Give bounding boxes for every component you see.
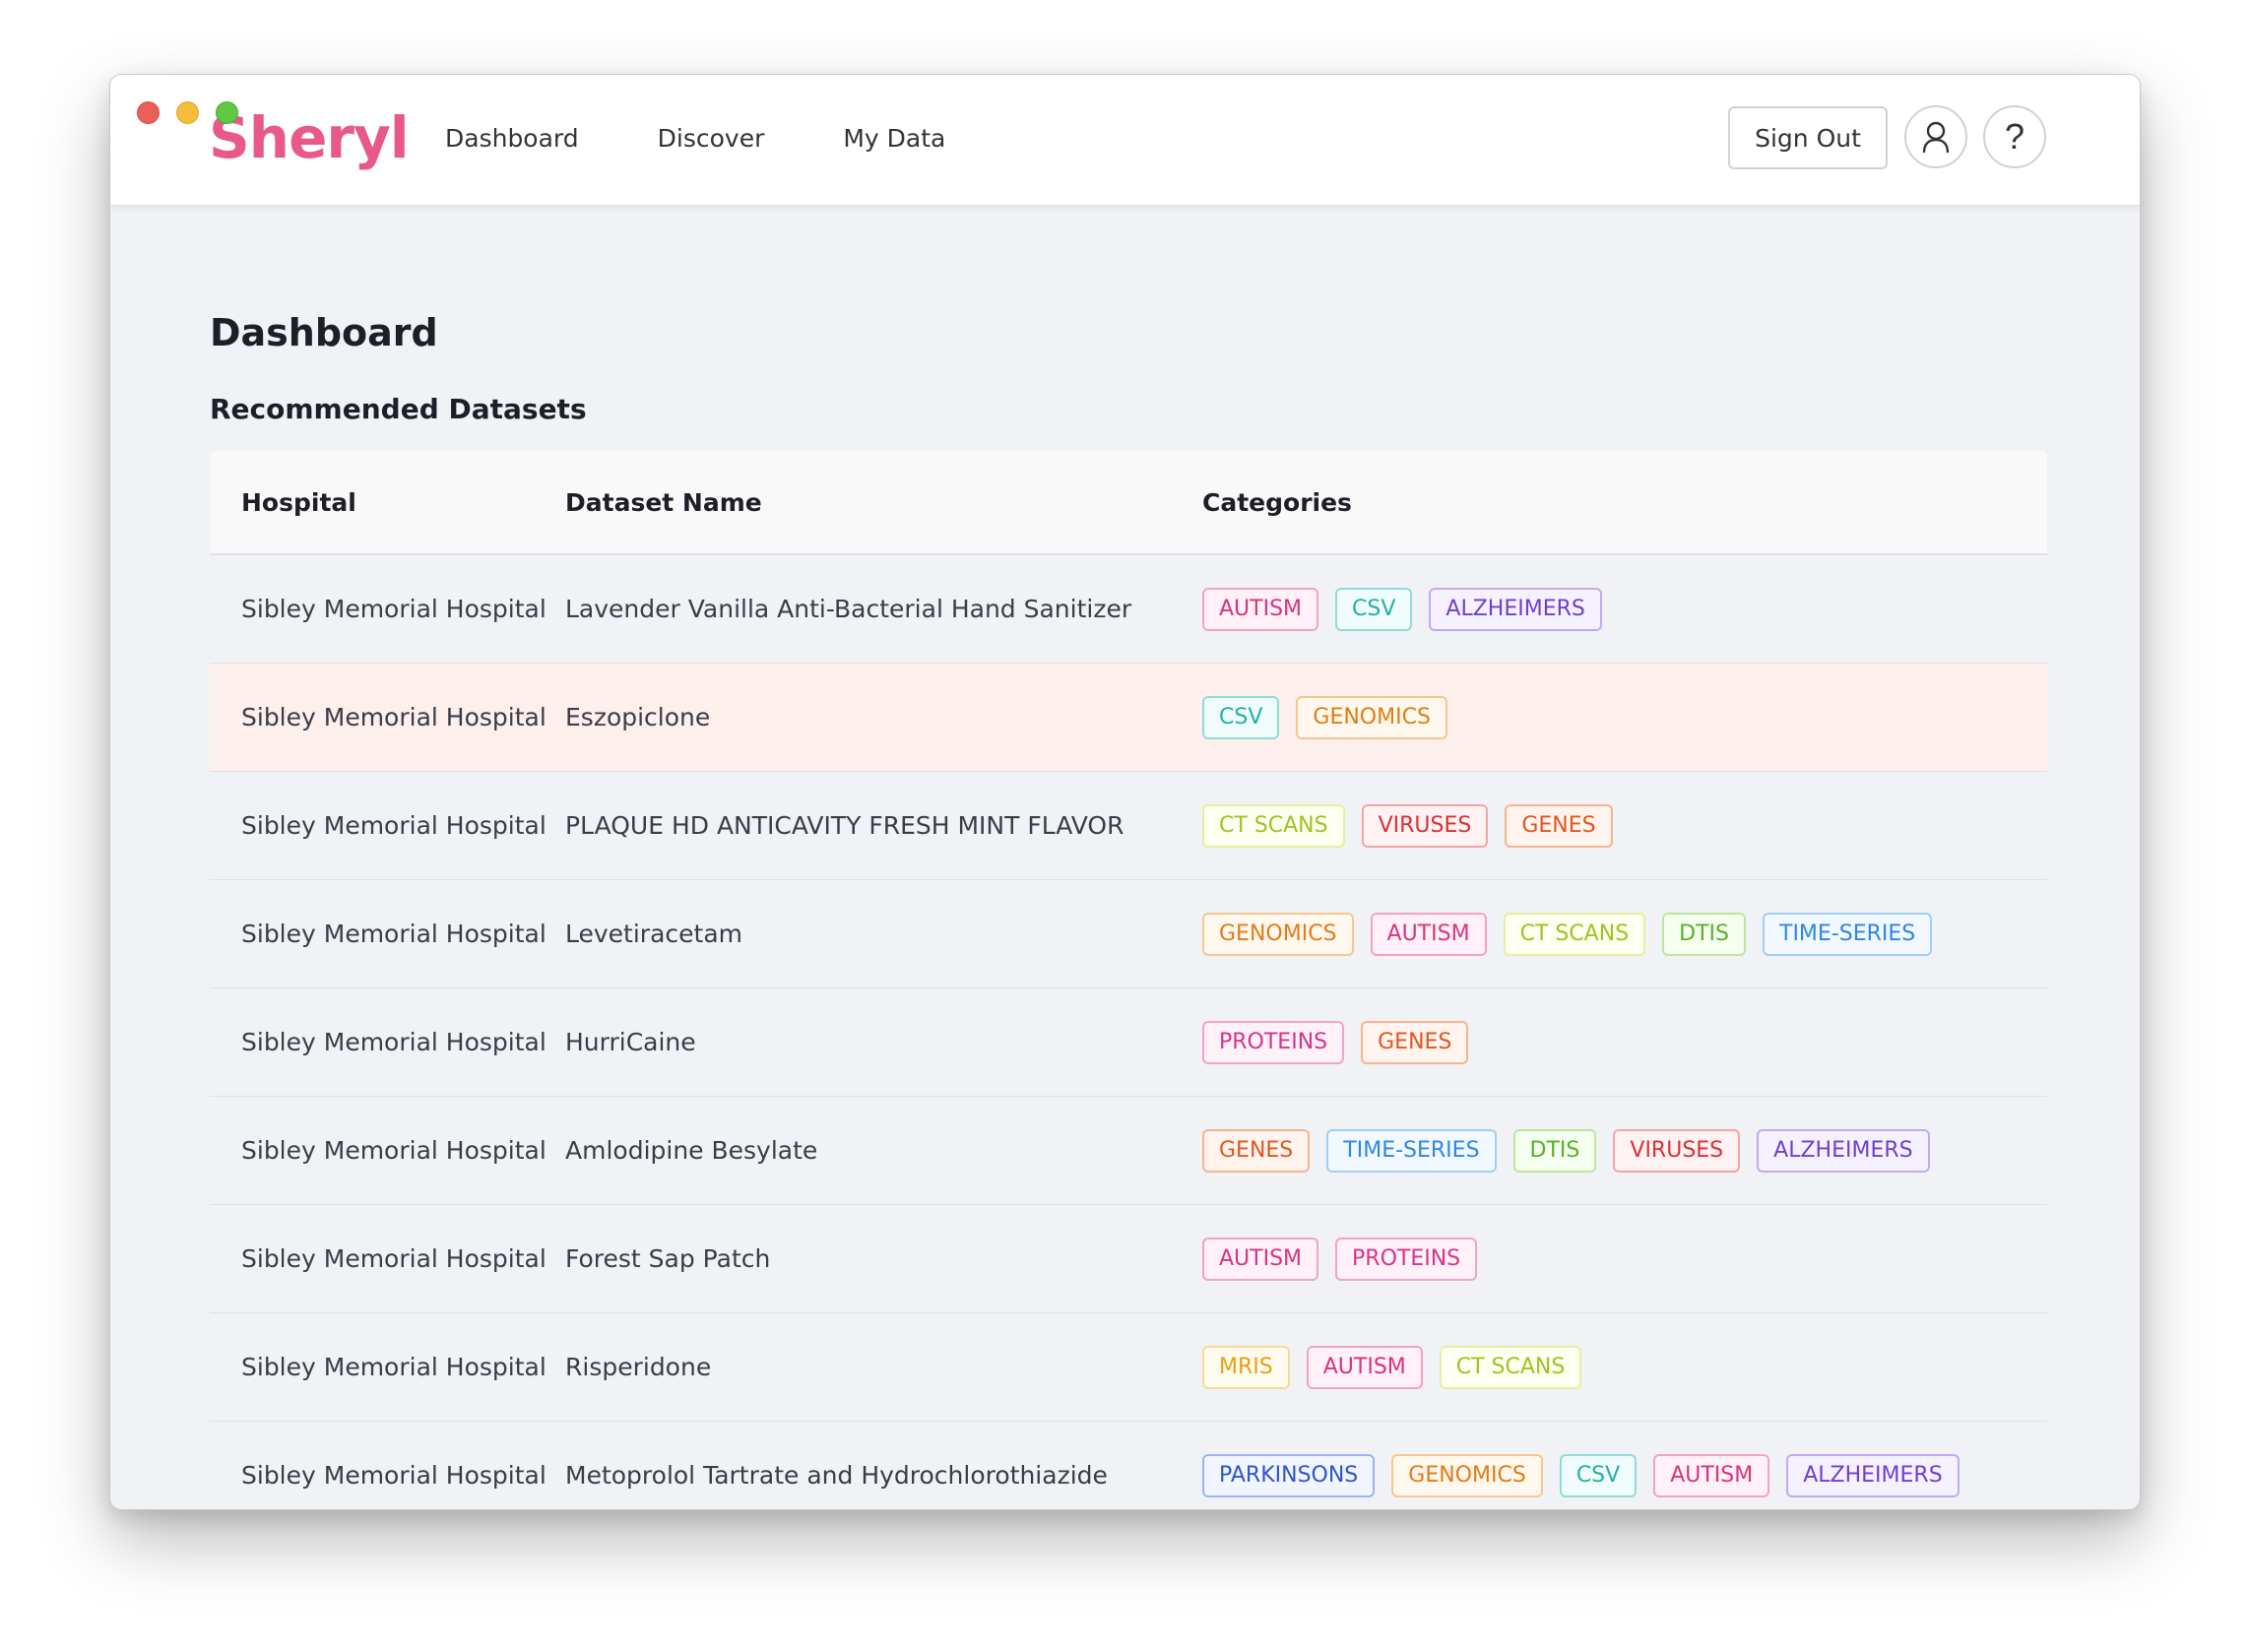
table-row[interactable]: Sibley Memorial Hospital Levetiracetam GEN… (210, 880, 2047, 988)
cell-categories: PARKINSONS GENOMICS CSV AUTISM ALZHEIMERS (1202, 1453, 2047, 1497)
category-tag[interactable]: AUTISM (1202, 1237, 1319, 1281)
sign-out-button[interactable]: Sign Out (1728, 106, 1888, 169)
cell-categories: GENOMICS AUTISM CT SCANS DTIS TIME-SERIES (1202, 912, 2047, 956)
category-tag[interactable]: AUTISM (1202, 587, 1319, 631)
top-navigation-bar: Sheryl Dashboard Discover My Data Sign O… (110, 75, 2140, 206)
cell-dataset-name[interactable]: Metoprolol Tartrate and Hydrochlorothiaz… (565, 1461, 1108, 1490)
table-row[interactable]: Sibley Memorial Hospital Amlodipine Besyl… (210, 1097, 2047, 1205)
category-tag[interactable]: GENOMICS (1391, 1453, 1543, 1497)
section-title: Recommended Datasets (210, 393, 587, 425)
cell-categories: CSV GENOMICS (1202, 695, 2047, 739)
cell-dataset-name[interactable]: Amlodipine Besylate (565, 1136, 818, 1165)
cell-hospital: Sibley Memorial Hospital (241, 703, 546, 731)
table-row[interactable]: Sibley Memorial Hospital Lavender Vanilla… (210, 555, 2047, 664)
help-icon: ? (2004, 116, 2025, 157)
table-row[interactable]: Sibley Memorial Hospital Eszopiclone CSV GE… (210, 664, 2047, 772)
cell-hospital: Sibley Memorial Hospital (241, 920, 546, 948)
table-row[interactable]: Sibley Memorial Hospital HurriCaine PROTEI… (210, 988, 2047, 1097)
cell-dataset-name[interactable]: Eszopiclone (565, 703, 711, 731)
page-title: Dashboard (210, 311, 438, 354)
category-tag[interactable]: VIRUSES (1613, 1128, 1741, 1173)
table-row[interactable]: Sibley Memorial Hospital PLAQUE HD ANTICA… (210, 772, 2047, 880)
cell-dataset-name[interactable]: Lavender Vanilla Anti-Bacterial Hand San… (565, 595, 1132, 623)
cell-dataset-name[interactable]: Forest Sap Patch (565, 1244, 771, 1273)
category-tag[interactable]: PROTEINS (1335, 1237, 1478, 1281)
category-tag[interactable]: CSV (1559, 1453, 1638, 1497)
category-tag[interactable]: DTIS (1512, 1128, 1597, 1173)
table-row[interactable]: Sibley Memorial Hospital Risperidone MRIS A… (210, 1313, 2047, 1422)
category-tag[interactable]: GENOMICS (1202, 912, 1354, 956)
category-tag[interactable]: GENES (1361, 1020, 1469, 1064)
main-nav: Dashboard Discover My Data (445, 124, 1024, 153)
app-logo[interactable]: Sheryl (209, 104, 410, 171)
category-tag[interactable]: DTIS (1662, 912, 1746, 956)
cell-categories: MRIS AUTISM CT SCANS (1202, 1345, 2047, 1389)
cell-hospital: Sibley Memorial Hospital (241, 595, 546, 623)
category-tag[interactable]: GENES (1505, 803, 1613, 848)
column-header-dataset-name: Dataset Name (565, 487, 762, 517)
table-row[interactable]: Sibley Memorial Hospital Metoprolol Tartr… (210, 1422, 2047, 1509)
user-profile-button[interactable] (1904, 105, 1967, 168)
cell-categories: GENES TIME-SERIES DTIS VIRUSES ALZHEIMERS (1202, 1128, 2047, 1173)
cell-dataset-name[interactable]: PLAQUE HD ANTICAVITY FRESH MINT FLAVOR (565, 811, 1124, 840)
cell-hospital: Sibley Memorial Hospital (241, 1461, 546, 1490)
column-header-categories: Categories (1202, 487, 1352, 517)
cell-categories: PROTEINS GENES (1202, 1020, 2047, 1064)
help-button[interactable]: ? (1983, 105, 2046, 168)
nav-discover[interactable]: Discover (657, 124, 765, 153)
category-tag[interactable]: AUTISM (1306, 1345, 1423, 1389)
category-tag[interactable]: AUTISM (1370, 912, 1487, 956)
category-tag[interactable]: AUTISM (1653, 1453, 1770, 1497)
category-tag[interactable]: CT SCANS (1439, 1345, 1582, 1389)
cell-categories: AUTISM PROTEINS (1202, 1237, 2047, 1281)
category-tag[interactable]: CT SCANS (1503, 912, 1646, 956)
cell-dataset-name[interactable]: Levetiracetam (565, 920, 742, 948)
column-header-hospital: Hospital (241, 487, 356, 517)
app-window: Sheryl Dashboard Discover My Data Sign O… (109, 74, 2141, 1510)
cell-hospital: Sibley Memorial Hospital (241, 1028, 546, 1056)
table-header: Hospital Dataset Name Categories (210, 451, 2047, 555)
category-tag[interactable]: PARKINSONS (1202, 1453, 1376, 1497)
user-icon (1922, 121, 1950, 154)
cell-hospital: Sibley Memorial Hospital (241, 1136, 546, 1165)
close-window-button[interactable] (137, 101, 160, 124)
window-controls (137, 101, 238, 124)
category-tag[interactable]: ALZHEIMERS (1429, 587, 1602, 631)
category-tag[interactable]: CSV (1335, 587, 1413, 631)
table-row[interactable]: Sibley Memorial Hospital Forest Sap Patch… (210, 1205, 2047, 1313)
category-tag[interactable]: VIRUSES (1361, 803, 1489, 848)
recommended-datasets-table: Hospital Dataset Name Categories Sibley … (210, 451, 2047, 1509)
category-tag[interactable]: PROTEINS (1202, 1020, 1345, 1064)
category-tag[interactable]: CT SCANS (1202, 803, 1345, 848)
category-tag[interactable]: GENES (1202, 1128, 1311, 1173)
cell-hospital: Sibley Memorial Hospital (241, 1353, 546, 1381)
cell-categories: AUTISM CSV ALZHEIMERS (1202, 587, 2047, 631)
category-tag[interactable]: CSV (1202, 695, 1280, 739)
cell-categories: CT SCANS VIRUSES GENES (1202, 803, 2047, 848)
cell-hospital: Sibley Memorial Hospital (241, 1244, 546, 1273)
table-body: Sibley Memorial Hospital Lavender Vanilla… (210, 555, 2047, 1509)
category-tag[interactable]: ALZHEIMERS (1757, 1128, 1930, 1173)
category-tag[interactable]: ALZHEIMERS (1786, 1453, 1960, 1497)
category-tag[interactable]: TIME-SERIES (1326, 1128, 1497, 1173)
category-tag[interactable]: MRIS (1202, 1345, 1290, 1389)
cell-dataset-name[interactable]: Risperidone (565, 1353, 712, 1381)
nav-dashboard[interactable]: Dashboard (445, 124, 579, 153)
category-tag[interactable]: GENOMICS (1296, 695, 1447, 739)
cell-hospital: Sibley Memorial Hospital (241, 811, 546, 840)
cell-dataset-name[interactable]: HurriCaine (565, 1028, 696, 1056)
category-tag[interactable]: TIME-SERIES (1763, 912, 1933, 956)
nav-my-data[interactable]: My Data (843, 124, 946, 153)
maximize-window-button[interactable] (216, 101, 238, 124)
minimize-window-button[interactable] (176, 101, 199, 124)
